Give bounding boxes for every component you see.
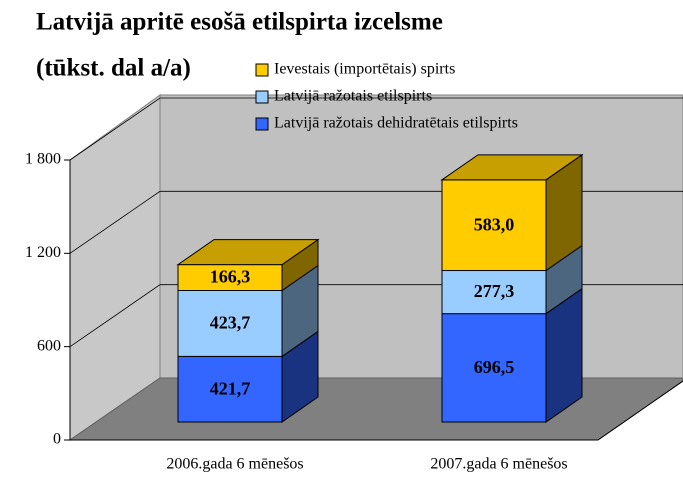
x-tick-label: 2006.gada 6 mēnešos: [166, 456, 303, 473]
x-tick-label: 2007.gada 6 mēnešos: [430, 456, 567, 473]
floor: [68, 377, 683, 441]
x-axis-depth: [597, 380, 683, 441]
bar-top: [440, 154, 584, 181]
data-label: 277,3: [474, 281, 515, 301]
y-tick-label: 0: [53, 431, 61, 448]
bar-top: [176, 239, 320, 266]
legend-label: Latvijā ražotais dehidratētais etilspirt…: [274, 115, 518, 132]
chart-title: Latvijā apritē esošā etilspirta izcelsme: [36, 9, 443, 36]
legend-swatch: [255, 117, 269, 131]
data-label: 696,5: [474, 357, 515, 377]
bar-segment: [177, 289, 283, 357]
y-tick-label: 1 200: [25, 244, 61, 261]
bar-segment: [441, 179, 547, 272]
data-label: 423,7: [210, 313, 251, 333]
bar-segment: [441, 270, 547, 315]
grid-line: [69, 97, 683, 161]
chart-title: (tūkst. dal a/a): [36, 55, 191, 82]
legend-label: Ievestais (importētais) spirts: [274, 61, 455, 78]
legend-swatch: [255, 63, 269, 77]
bar-segment: [441, 313, 547, 423]
y-tick-label: 1 800: [25, 151, 61, 168]
data-label: 583,0: [474, 214, 515, 234]
legend-label: Latvijā ražotais etilspirts: [274, 88, 432, 105]
data-label: 421,7: [210, 378, 251, 398]
y-tick-label: 600: [37, 337, 61, 354]
legend-swatch: [255, 90, 269, 104]
data-label: 166,3: [210, 267, 251, 287]
bar-segment: [177, 355, 283, 423]
